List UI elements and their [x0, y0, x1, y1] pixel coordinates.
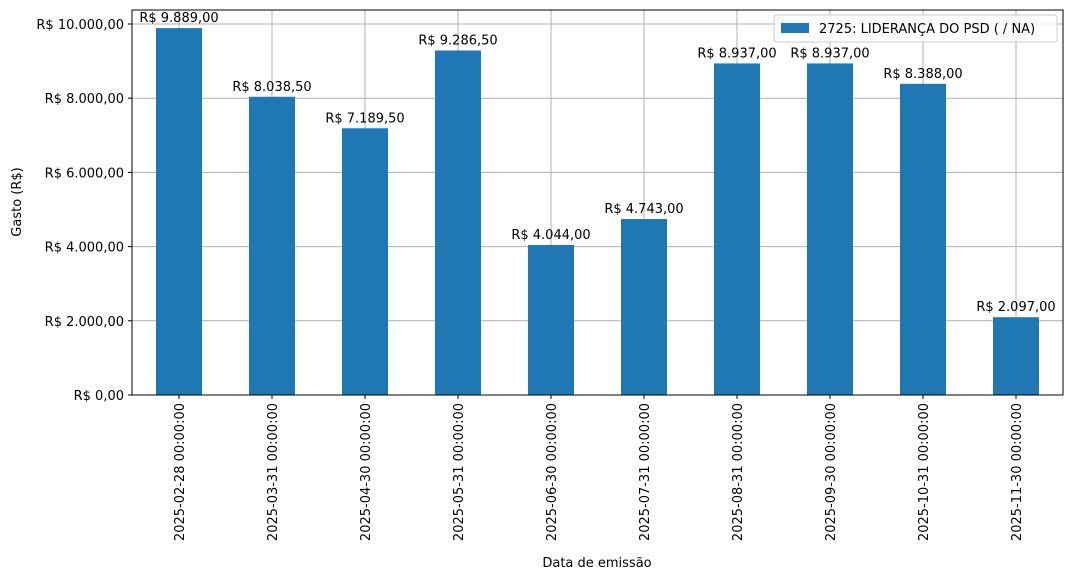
y-tick-label: R$ 8.000,00	[45, 92, 124, 107]
bar-value-label: R$ 8.388,00	[883, 67, 962, 82]
x-tick-label: 2025-07-31 00:00:00	[638, 403, 653, 541]
legend: 2725: LIDERANÇA DO PSD ( / NA)	[773, 14, 1058, 43]
bar	[714, 63, 760, 395]
x-tick-label: 2025-06-30 00:00:00	[545, 403, 560, 541]
bar	[156, 28, 202, 395]
bar	[993, 317, 1039, 395]
bar-value-label: R$ 4.743,00	[604, 202, 683, 217]
x-tick-label: 2025-09-30 00:00:00	[824, 403, 839, 541]
plot-area-frame	[131, 9, 1064, 396]
bar	[435, 50, 481, 395]
y-axis-ticks: R$ 0,00 R$ 2.000,00 R$ 4.000,00 R$ 6.000,00…	[36, 18, 132, 404]
legend-frame	[773, 14, 1058, 43]
bar	[900, 83, 946, 395]
x-tick-label: 2025-02-28 00:00:00	[173, 403, 188, 541]
x-tick-label: 2025-11-30 00:00:00	[1010, 403, 1025, 541]
y-tick-label: R$ 4.000,00	[45, 241, 124, 256]
y-tick-label: R$ 10.000,00	[36, 18, 124, 33]
x-axis-ticks: 2025-02-28 00:00:00 2025-03-31 00:00:00 20…	[173, 395, 1025, 541]
bar-value-label: R$ 8.937,00	[790, 46, 869, 61]
y-tick-label: R$ 0,00	[74, 389, 124, 404]
x-tick-label: 2025-03-31 00:00:00	[266, 403, 281, 541]
bar-series	[156, 28, 1039, 396]
bar	[807, 63, 853, 395]
bar-value-label: R$ 9.889,00	[139, 11, 218, 26]
bar-value-label: R$ 8.038,50	[232, 80, 311, 95]
x-axis-label: Data de emissão	[542, 556, 651, 571]
y-tick-label: R$ 6.000,00	[45, 166, 124, 181]
x-tick-label: 2025-04-30 00:00:00	[359, 403, 374, 541]
bar-value-label: R$ 4.044,00	[511, 228, 590, 243]
bar-value-label: R$ 2.097,00	[976, 300, 1055, 315]
bar	[249, 96, 295, 395]
bar-value-label: R$ 9.286,50	[418, 33, 497, 48]
bar-value-label: R$ 7.189,50	[325, 111, 404, 126]
x-tick-label: 2025-08-31 00:00:00	[731, 403, 746, 541]
x-tick-label: 2025-10-31 00:00:00	[917, 403, 932, 541]
x-tick-label: 2025-05-31 00:00:00	[452, 403, 467, 541]
bar-value-label: R$ 8.937,00	[697, 46, 776, 61]
bar	[621, 219, 667, 395]
bar-value-labels: R$ 9.889,00 R$ 8.038,50 R$ 7.189,50 R$ 9.28…	[139, 11, 1055, 315]
legend-swatch	[781, 23, 809, 33]
y-axis-label: Gasto (R$)	[10, 167, 25, 236]
y-tick-label: R$ 2.000,00	[45, 315, 124, 330]
legend-label: 2725: LIDERANÇA DO PSD ( / NA)	[819, 22, 1035, 37]
bar	[342, 128, 388, 396]
bar	[528, 244, 574, 395]
